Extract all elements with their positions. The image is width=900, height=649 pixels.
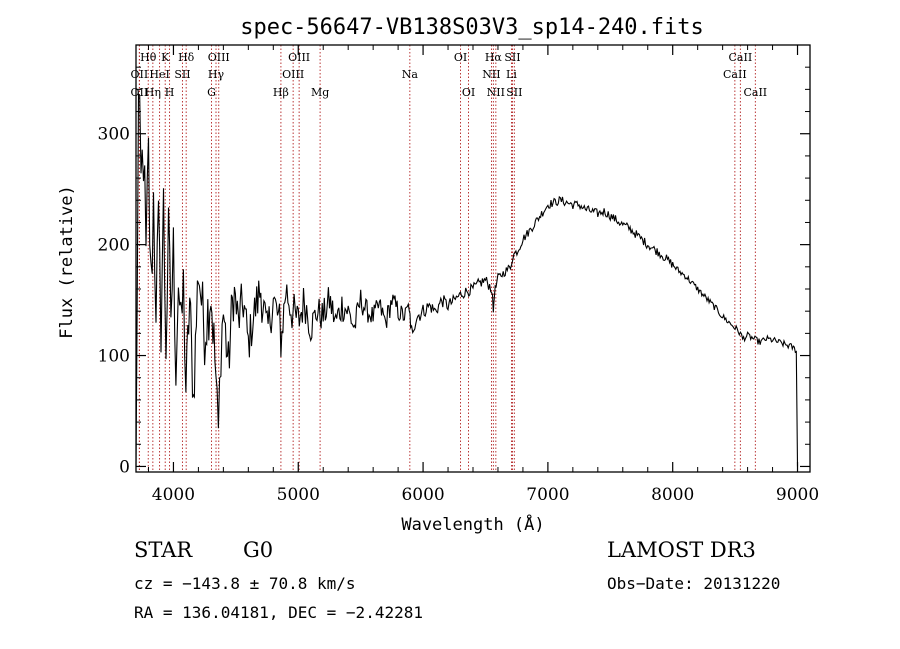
- emission-line-label: OII: [131, 68, 149, 81]
- emission-line-label: OIII: [288, 51, 310, 64]
- x-tick-label: 6000: [401, 485, 444, 505]
- emission-line-label: OI: [462, 86, 475, 99]
- emission-line-label: K: [161, 51, 170, 64]
- y-tick-label: 200: [98, 236, 130, 256]
- x-tick-label: 5000: [277, 485, 320, 505]
- x-tick-label: 7000: [526, 485, 569, 505]
- emission-line-label: OIII: [282, 68, 304, 81]
- emission-line-label: Hη: [145, 86, 161, 99]
- x-tick-label: 9000: [776, 485, 819, 505]
- x-tick-label: 8000: [651, 485, 694, 505]
- coordinates: RA = 136.04181, DEC = −2.42281: [134, 603, 423, 622]
- y-tick-label: 300: [98, 125, 130, 145]
- y-axis-label: Flux (relative): [57, 185, 77, 339]
- emission-line-label: H: [165, 86, 175, 99]
- emission-line-label: Hβ: [273, 86, 289, 99]
- observation-date: Obs−Date: 20131220: [607, 574, 781, 593]
- emission-line-markers: [138, 45, 756, 472]
- emission-line-label: NII: [487, 86, 505, 99]
- emission-line-label: Hγ: [208, 68, 225, 81]
- emission-line-label: Hθ: [140, 51, 157, 64]
- emission-line-label: HeI: [149, 68, 169, 81]
- chart-title: spec-56647-VB138S03V3_sp14-240.fits: [240, 15, 704, 40]
- emission-line-label: Mg: [311, 86, 329, 99]
- emission-line-label: OIII: [208, 51, 230, 64]
- x-axis-label: Wavelength (Å): [401, 513, 544, 535]
- emission-line-label: OII: [131, 86, 149, 99]
- emission-line-label: Na: [402, 68, 419, 81]
- redshift-velocity: cz = −143.8 ± 70.8 km/s: [134, 574, 356, 593]
- emission-line-label: Li: [506, 68, 517, 81]
- emission-line-label: SII: [506, 86, 522, 99]
- emission-line-label: CaII: [743, 86, 767, 99]
- y-tick-label: 100: [98, 347, 130, 367]
- spectrum-line: [135, 92, 799, 467]
- emission-line-label: Hα: [485, 51, 503, 64]
- x-tick-label: 4000: [152, 485, 195, 505]
- emission-line-label: NII: [482, 68, 500, 81]
- object-subclass: G0: [243, 538, 274, 562]
- emission-line-label: G: [207, 86, 216, 99]
- emission-line-label: OI: [454, 51, 467, 64]
- axis-ticks: 4000 5000 6000 7000 8000 9000 0 100 200 300: [98, 45, 819, 505]
- y-tick-label: 0: [119, 457, 130, 477]
- emission-line-label: SII: [174, 68, 190, 81]
- emission-line-label: SII: [504, 51, 520, 64]
- emission-line-label: CaII: [729, 51, 753, 64]
- emission-line-label: Hδ: [178, 51, 195, 64]
- object-class: STAR: [134, 538, 193, 562]
- emission-line-label: CaII: [723, 68, 747, 81]
- emission-line-labels: OII OII Hθ Hη HeI K H SII Hδ G OIII Hγ Hβ OIII OIII Mg N…: [131, 51, 768, 99]
- survey-name: LAMOST DR3: [607, 538, 756, 562]
